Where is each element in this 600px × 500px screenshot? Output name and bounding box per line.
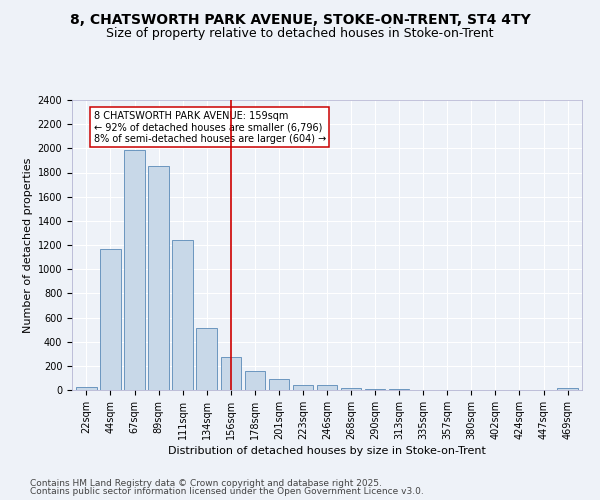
- Text: Contains HM Land Registry data © Crown copyright and database right 2025.: Contains HM Land Registry data © Crown c…: [30, 478, 382, 488]
- X-axis label: Distribution of detached houses by size in Stoke-on-Trent: Distribution of detached houses by size …: [168, 446, 486, 456]
- Bar: [341, 388, 361, 390]
- Bar: [389, 389, 409, 390]
- Y-axis label: Number of detached properties: Number of detached properties: [23, 158, 34, 332]
- Bar: [317, 385, 337, 390]
- Bar: [196, 328, 217, 390]
- Bar: [365, 388, 385, 390]
- Bar: [172, 240, 193, 390]
- Bar: [269, 379, 289, 390]
- Bar: [221, 357, 241, 390]
- Bar: [293, 384, 313, 390]
- Bar: [148, 166, 169, 390]
- Text: 8, CHATSWORTH PARK AVENUE, STOKE-ON-TRENT, ST4 4TY: 8, CHATSWORTH PARK AVENUE, STOKE-ON-TREN…: [70, 12, 530, 26]
- Bar: [76, 386, 97, 390]
- Bar: [557, 388, 578, 390]
- Bar: [245, 372, 265, 390]
- Bar: [100, 248, 121, 390]
- Bar: [124, 150, 145, 390]
- Text: 8 CHATSWORTH PARK AVENUE: 159sqm
← 92% of detached houses are smaller (6,796)
8%: 8 CHATSWORTH PARK AVENUE: 159sqm ← 92% o…: [94, 111, 326, 144]
- Text: Size of property relative to detached houses in Stoke-on-Trent: Size of property relative to detached ho…: [106, 28, 494, 40]
- Text: Contains public sector information licensed under the Open Government Licence v3: Contains public sector information licen…: [30, 487, 424, 496]
